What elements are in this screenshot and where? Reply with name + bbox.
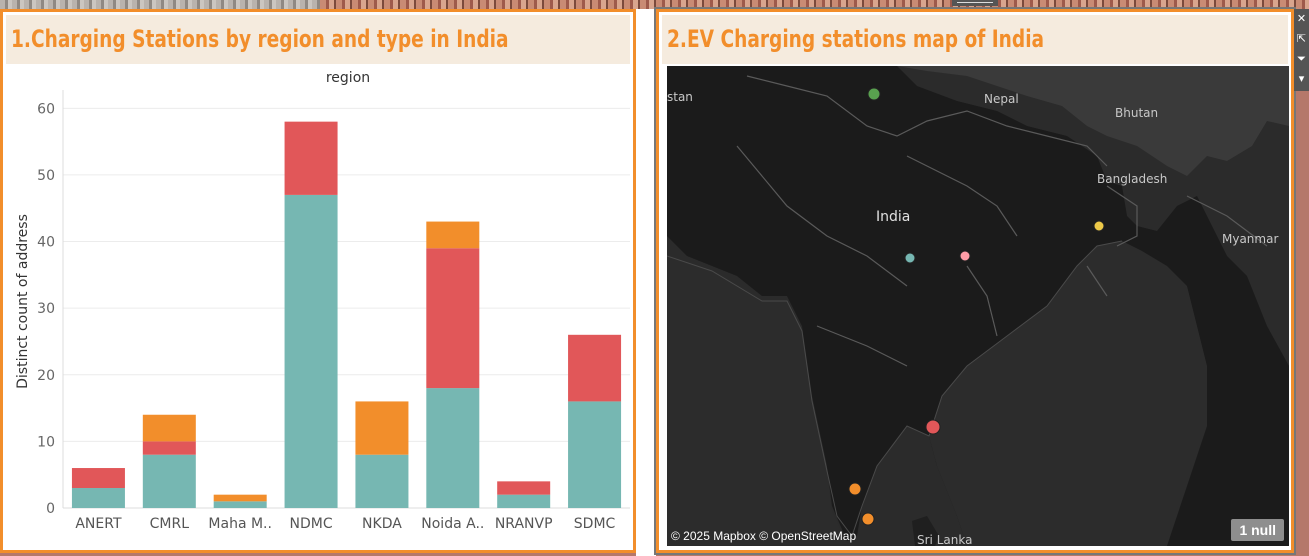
map-label-myanmar: Myanmar	[1222, 232, 1279, 246]
y-tick-label: 20	[37, 368, 55, 384]
map-label-nepal: Nepal	[984, 92, 1019, 106]
bar-segment-cmrl-1	[142, 441, 196, 455]
bar-segment-noida-a--0	[426, 388, 480, 508]
bar-segment-sdmc-1	[568, 334, 622, 402]
map-panel[interactable]: 2.EV Charging stations map of India stan…	[654, 7, 1296, 555]
map-panel-title: 2.EV Charging stations map of India	[667, 25, 1045, 53]
chart-header-region: region	[326, 70, 370, 86]
bar-segment-sdmc-0	[568, 401, 622, 508]
background-strip-grey	[0, 0, 320, 9]
bar-segment-nkda-0	[355, 454, 409, 508]
map-label-india: India	[876, 209, 911, 225]
drag-handle[interactable]	[952, 0, 998, 6]
bar-segment-noida-a--1	[426, 248, 480, 389]
land-south-tip	[827, 466, 862, 541]
popout-icon[interactable]: ⇱	[1296, 32, 1307, 45]
bar-segment-anert-1	[71, 468, 125, 489]
map-marker-orange-1	[848, 482, 862, 496]
bar-segment-ndmc-1	[284, 121, 338, 195]
background-strip	[0, 0, 1309, 9]
land-north	[667, 66, 1289, 176]
map-label-bangladesh: Bangladesh	[1097, 172, 1168, 186]
y-tick-label: 10	[37, 434, 55, 450]
map-marker-green	[867, 87, 881, 101]
map-marker-orange-2	[861, 512, 875, 526]
bar-segment-cmrl-0	[142, 454, 196, 508]
x-tick-label: NDMC	[290, 516, 333, 532]
map-canvas[interactable]: stan Nepal Bhutan Bangladesh India Myanm…	[667, 66, 1289, 546]
map-label-stan: stan	[667, 90, 693, 104]
bay	[929, 241, 1207, 546]
x-tick-label: NKDA	[362, 516, 402, 532]
x-tick-label: Maha M..	[208, 516, 272, 532]
y-tick-label: 40	[37, 235, 55, 251]
x-tick-label: NRANVP	[495, 516, 553, 532]
null-indicator[interactable]: 1 null	[1231, 519, 1284, 541]
bar-segment-maha-m--2	[213, 494, 267, 502]
bar-segment-nkda-2	[355, 401, 409, 455]
filter-icon[interactable]: ⏷	[1297, 52, 1306, 65]
bar-segment-anert-0	[71, 488, 125, 508]
map-title-bar: 2.EV Charging stations map of India	[662, 15, 1288, 64]
map-marker-pink	[959, 250, 971, 262]
map-label-sri-lanka: Sri Lanka	[917, 533, 973, 546]
bar-segment-nranvp-1	[497, 481, 551, 495]
bar-segment-noida-a--2	[426, 221, 480, 249]
map-base	[667, 66, 1289, 546]
bar-segment-nranvp-0	[497, 494, 551, 508]
map-markers[interactable]	[667, 66, 1289, 546]
coastline	[667, 240, 1123, 538]
bar-segment-maha-m--0	[213, 501, 267, 508]
dropdown-icon[interactable]: ▾	[1298, 72, 1305, 85]
map-marker-yellow	[1093, 220, 1105, 232]
x-tick-label: SDMC	[574, 516, 616, 532]
map-marker-red	[925, 419, 941, 435]
y-tick-label: 50	[37, 168, 55, 184]
x-tick-label: ANERT	[75, 516, 122, 532]
chart-panel[interactable]: 1.Charging Stations by region and type i…	[0, 9, 636, 553]
y-tick-label: 30	[37, 301, 55, 317]
sea	[667, 256, 847, 546]
map-attribution[interactable]: © 2025 Mapbox © OpenStreetMap	[671, 529, 857, 543]
bar-segment-ndmc-0	[284, 194, 338, 508]
y-tick-label: 0	[46, 501, 55, 517]
map-marker-teal	[904, 252, 916, 264]
bar-chart[interactable]: region Distinct count of address 0 10 20 30 40…	[3, 67, 633, 552]
chart-title-bar: 1.Charging Stations by region and type i…	[6, 15, 630, 64]
x-tick-label: Noida A..	[421, 516, 484, 532]
chart-panel-title: 1.Charging Stations by region and type i…	[11, 25, 509, 53]
y-axis-label: Distinct count of address	[15, 214, 31, 389]
x-tick-label: CMRL	[150, 516, 190, 532]
map-label-bhutan: Bhutan	[1115, 106, 1159, 120]
floating-toolbar: ✕ ⇱ ⏷ ▾	[1294, 9, 1309, 91]
border-lines	[736, 75, 1268, 367]
bar-segment-cmrl-2	[142, 414, 196, 442]
sri-lanka	[912, 516, 939, 546]
close-icon[interactable]: ✕	[1296, 12, 1307, 25]
dashboard-gutter	[636, 9, 656, 556]
y-tick-label: 60	[37, 101, 55, 117]
